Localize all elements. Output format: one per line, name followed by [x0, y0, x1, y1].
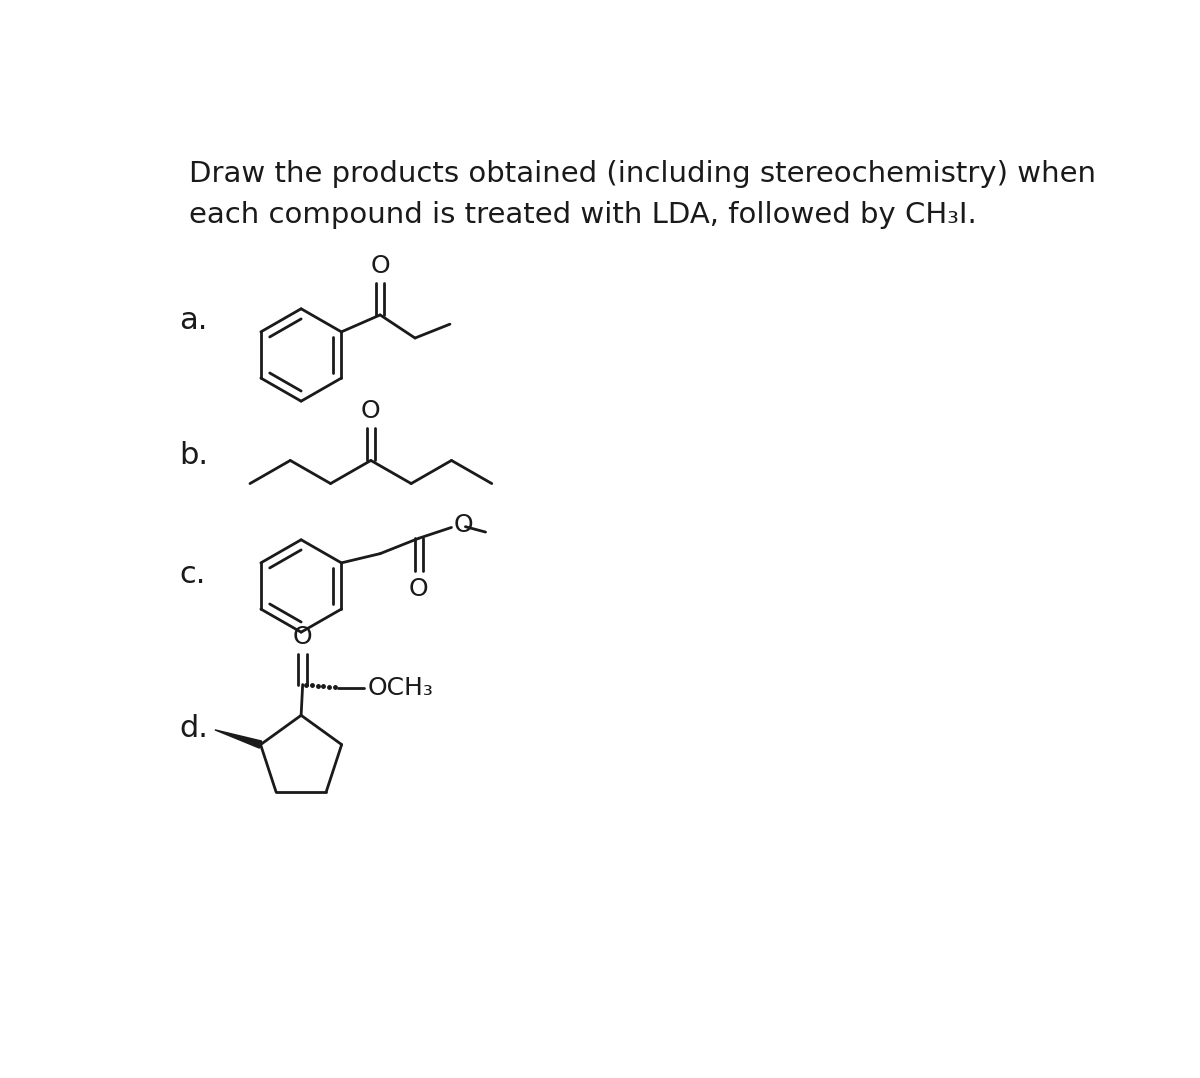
Text: O: O: [293, 625, 312, 649]
Text: Draw the products obtained (including stereochemistry) when: Draw the products obtained (including st…: [188, 161, 1096, 189]
Text: b.: b.: [180, 441, 209, 470]
Text: O: O: [454, 513, 473, 537]
Text: a.: a.: [180, 306, 208, 335]
Text: OCH₃: OCH₃: [367, 676, 433, 700]
Polygon shape: [215, 730, 262, 748]
Text: d.: d.: [180, 714, 209, 743]
Text: each compound is treated with LDA, followed by CH₃I.: each compound is treated with LDA, follo…: [188, 201, 977, 229]
Text: O: O: [371, 254, 390, 278]
Text: c.: c.: [180, 559, 206, 589]
Text: O: O: [409, 578, 428, 602]
Text: O: O: [361, 400, 380, 424]
